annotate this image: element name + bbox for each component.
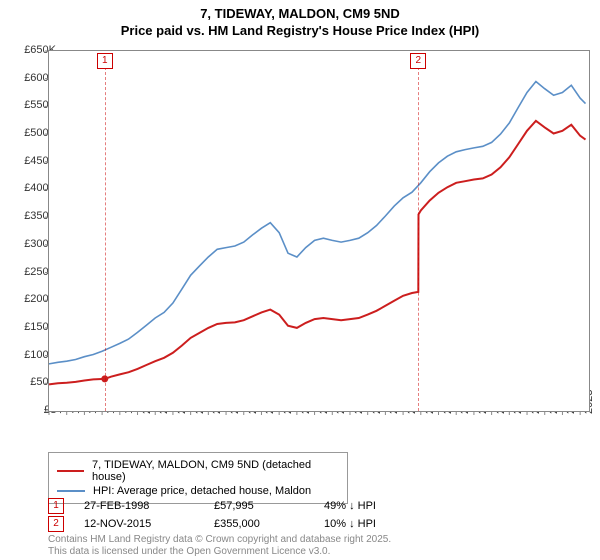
legend-label: 7, TIDEWAY, MALDON, CM9 5ND (detached ho…	[92, 459, 339, 483]
marker-line-1	[105, 67, 106, 411]
series-hpi	[49, 82, 586, 364]
footer-attribution: Contains HM Land Registry data © Crown c…	[48, 534, 391, 558]
legend-swatch	[57, 470, 84, 472]
marker-box-2: 2	[410, 53, 426, 69]
transactions-table: 1 27-FEB-1998£57,99549% ↓ HPI 2 12-NOV-2015…	[48, 496, 424, 534]
legend-swatch	[57, 490, 85, 492]
footer-line1: Contains HM Land Registry data © Crown c…	[48, 534, 391, 546]
marker-box-1: 1	[97, 53, 113, 69]
title-line2: Price paid vs. HM Land Registry's House …	[0, 23, 600, 40]
transaction-marker: 1	[48, 498, 64, 514]
transaction-delta: 49% ↓ HPI	[324, 500, 424, 512]
transaction-date: 27-FEB-1998	[84, 500, 214, 512]
chart-title: 7, TIDEWAY, MALDON, CM9 5ND Price paid v…	[0, 0, 600, 40]
marker-line-2	[418, 67, 419, 411]
transaction-marker: 2	[48, 516, 64, 532]
transaction-row: 2 12-NOV-2015£355,00010% ↓ HPI	[48, 516, 424, 532]
transaction-date: 12-NOV-2015	[84, 518, 214, 530]
title-line1: 7, TIDEWAY, MALDON, CM9 5ND	[0, 6, 600, 23]
transaction-delta: 10% ↓ HPI	[324, 518, 424, 530]
transaction-price: £57,995	[214, 500, 324, 512]
chart-plot-area: 12	[48, 50, 590, 412]
transaction-row: 1 27-FEB-1998£57,99549% ↓ HPI	[48, 498, 424, 514]
footer-line2: This data is licensed under the Open Gov…	[48, 546, 391, 558]
legend-row: 7, TIDEWAY, MALDON, CM9 5ND (detached ho…	[57, 459, 339, 483]
transaction-price: £355,000	[214, 518, 324, 530]
series-price_paid	[49, 121, 586, 385]
chart-svg	[49, 51, 589, 411]
